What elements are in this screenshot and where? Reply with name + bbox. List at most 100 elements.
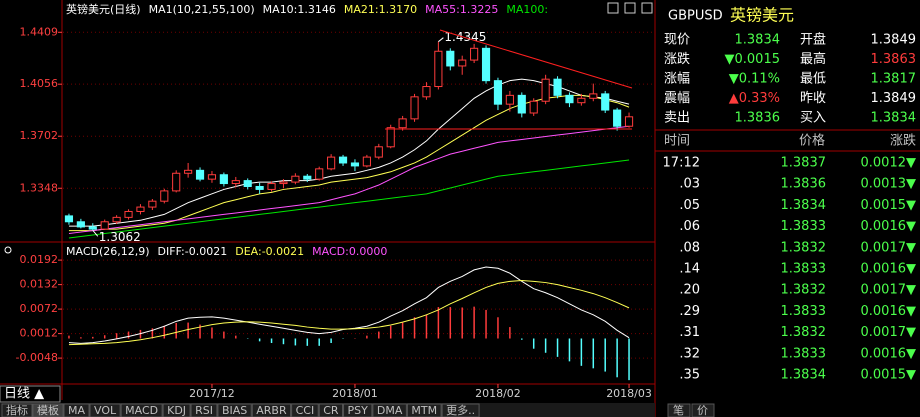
quote-value: 1.3834 [735,33,781,48]
candle-body [470,47,479,61]
tab[interactable] [343,403,373,417]
side-tab-label[interactable]: 笔 [673,403,684,417]
candle-body [327,156,336,170]
tab-label[interactable]: MACD [125,404,158,417]
tab-label[interactable]: PSY [348,404,369,417]
icon[interactable] [607,2,619,14]
candle-body [505,94,514,105]
candle-body [624,116,634,127]
tick-cell: 0.0016▼ [861,262,917,277]
tab[interactable] [89,403,121,417]
x-tick-label: 2018/01 [332,387,378,400]
quote-value: 1.3863 [871,52,917,67]
tick-cell: 0.0015▼ [861,198,917,213]
quote-value: 1.3849 [871,33,917,48]
candle-body [422,86,431,98]
period-button[interactable] [0,385,61,403]
tab[interactable] [217,403,252,417]
tick-cell: .31 [679,325,700,340]
tab-label[interactable]: DMA [377,404,403,417]
y-tick-label: 1.4409 [20,25,59,38]
quote-label: 开盘 [800,32,826,48]
candle-body [362,156,371,167]
tab[interactable] [1,403,33,417]
tick-cell: .14 [679,262,700,277]
tab[interactable] [318,403,344,417]
tab-label[interactable]: RSI [195,404,213,417]
annotation-pointer [92,229,99,237]
tab[interactable] [251,403,292,417]
tab[interactable] [63,403,90,417]
candle-body [112,216,121,223]
tab-label[interactable]: MTM [411,404,437,417]
tab-label[interactable]: 更多.. [446,403,475,417]
quote-value: ▼0.11% [729,72,780,87]
tick-cell: 1.3832 [781,240,827,255]
legend-entry: MACD:0.0000 [312,245,387,258]
quote-value: 1.3834 [871,111,917,126]
tab-label[interactable]: KDJ [167,404,186,417]
tab[interactable] [291,403,319,417]
candle-body [303,175,312,180]
tick-header: 涨跌 [890,133,916,149]
y-tick-label: 1.3348 [20,181,59,194]
tab-label[interactable]: 指标 [6,403,28,417]
tick-cell: .05 [679,198,700,213]
panel-icon[interactable] [4,246,12,254]
tick-cell: 1.3834 [781,198,827,213]
quote-label: 卖出 [664,111,690,126]
tick-cell: 0.0012▼ [861,156,917,171]
candle-body [601,93,610,111]
candle-body [577,97,586,104]
ma-line [68,159,630,239]
legend-entry: MACD(26,12,9) [66,245,150,258]
tab[interactable] [190,403,218,417]
y-tick-label: 1.4056 [20,77,59,90]
ma-line [68,78,630,227]
tick-cell: 0.0017▼ [861,283,917,298]
legend-entry: 英镑美元(日线) [66,2,141,16]
tab-label[interactable]: ARBR [256,404,287,417]
tick-cell: .08 [679,240,700,255]
icon[interactable] [641,2,653,14]
tick-cell: 1.3832 [781,283,827,298]
tab-label[interactable]: CCI [296,404,315,417]
candle-body [231,180,240,185]
quote-code: GBPUSD [668,9,723,24]
quote-label: 最低 [800,72,826,87]
x-tick-label: 2017/12 [189,387,235,400]
tab-label[interactable]: MA [68,404,85,417]
side-tab[interactable] [691,403,715,417]
candle-body [88,226,97,230]
tab[interactable] [372,403,407,417]
candle-body [207,174,217,180]
tab[interactable] [441,403,480,417]
candle-body [386,127,395,148]
candle-body [243,180,252,187]
tab[interactable] [162,403,191,417]
candle-body [184,169,193,174]
candle-body [172,172,181,192]
tab-label[interactable]: 模板 [37,403,59,417]
tick-cell: .35 [679,368,700,383]
tab-label[interactable]: CR [323,404,339,417]
y-tick-label: 0.0012 [20,327,59,340]
tab-label[interactable]: BIAS [222,404,247,417]
side-tab-label[interactable]: 价 [697,404,708,417]
candle-body [315,168,324,180]
side-tab[interactable] [667,403,691,417]
icon[interactable] [624,2,636,14]
candle-body [100,221,109,230]
candle-body [529,100,538,114]
tab-label[interactable]: VOL [94,404,117,417]
tick-cell: .29 [679,304,700,319]
tab[interactable] [32,403,64,417]
candle-body [493,80,503,105]
candle-body [481,47,491,82]
tab[interactable] [406,403,442,417]
trend-line [439,29,633,89]
tab[interactable] [120,403,163,417]
tick-cell: .06 [679,219,700,234]
quote-value: 1.3849 [871,91,917,106]
